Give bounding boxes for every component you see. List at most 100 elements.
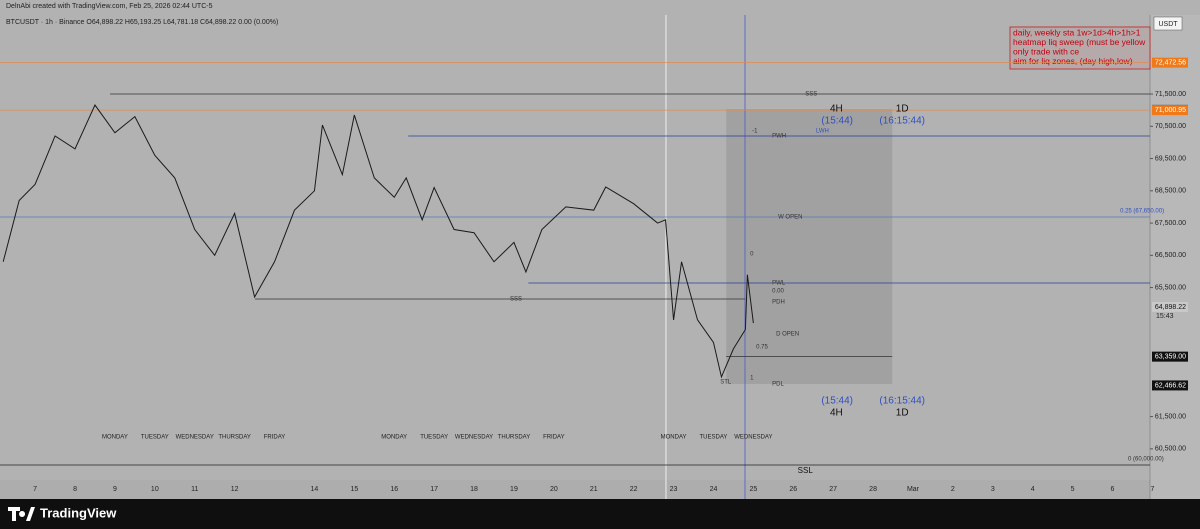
liquidity-zone	[726, 109, 893, 384]
x-tick-label: 6	[1111, 486, 1115, 493]
x-tick-label: 10	[151, 486, 159, 493]
x-tick-label: 25	[749, 486, 757, 493]
x-tick-label: 22	[630, 486, 638, 493]
annotation: (15:44)	[821, 396, 853, 407]
brand: TradingView	[40, 505, 117, 520]
currency-button[interactable]	[1153, 16, 1183, 31]
annotation: SSS	[805, 92, 817, 98]
x-tick-label: 26	[789, 486, 797, 493]
x-tick-label: 8	[73, 486, 77, 493]
brand-logo	[8, 507, 35, 521]
weekday-label: FRIDAY	[264, 435, 286, 441]
countdown: 15:43	[1156, 313, 1174, 320]
weekday-label: WEDNESDAY	[455, 435, 493, 441]
symbol-info: BTCUSDT · 1h · Binance O64,898.22 H65,19…	[6, 19, 278, 26]
x-tick-label: 3	[991, 486, 995, 493]
note-line: daily, weekly sta 1w>1d>4h>1h>1	[1013, 27, 1141, 37]
x-tick-label: 11	[191, 486, 198, 493]
price-label: 72,472.56	[1155, 60, 1186, 67]
annotation: 1	[750, 376, 754, 382]
price-label-box	[1152, 351, 1188, 362]
annotation: PWL	[772, 281, 786, 287]
note-line: heatmap liq sweep (must be yellow	[1013, 37, 1146, 47]
x-tick-label: Mar	[907, 486, 920, 493]
watermark: DelnAbi created with TradingView.com, Fe…	[6, 3, 213, 10]
x-tick-label: 24	[710, 486, 718, 493]
price-label-box	[1152, 105, 1188, 116]
price-label: 63,359.00	[1155, 353, 1186, 360]
weekday-label: MONDAY	[381, 435, 407, 441]
x-tick-label: 17	[430, 486, 438, 493]
price-line	[2, 104, 754, 379]
x-tick-label: 27	[829, 486, 837, 493]
x-tick-label: 9	[113, 486, 117, 493]
x-tick-label: 19	[510, 486, 518, 493]
y-tick-label: 69,500.00	[1155, 155, 1186, 162]
x-tick-label: 14	[311, 486, 319, 493]
weekday-label: TUESDAY	[141, 435, 169, 441]
annotation: 0.00	[772, 289, 784, 295]
y-tick-label: 71,500.00	[1155, 91, 1186, 98]
price-label: 71,000.95	[1155, 107, 1186, 114]
notes-frame	[1009, 26, 1151, 70]
x-tick-label: 12	[231, 486, 239, 493]
note-line: aim for liq zones, (day high,low)	[1013, 56, 1133, 66]
annotation: PWH	[772, 134, 786, 140]
x-tick-label: 16	[390, 486, 398, 493]
annotation: 0.75	[756, 345, 768, 351]
weekday-label: TUESDAY	[420, 435, 448, 441]
x-tick-label: 5	[1071, 486, 1075, 493]
footer	[0, 499, 1200, 529]
x-tick-label: 15	[350, 486, 358, 493]
annotation: SSS	[510, 297, 522, 303]
annotation: PDH	[772, 300, 785, 306]
time-axis	[0, 480, 1150, 499]
weekday-label: MONDAY	[102, 435, 128, 441]
annotation: PDL	[772, 382, 784, 388]
annotation: LWH	[816, 129, 829, 135]
x-tick-label: 23	[670, 486, 678, 493]
price-label-box	[1152, 380, 1188, 391]
x-tick-label: 4	[1031, 486, 1035, 493]
annotation: (16:15:44)	[879, 116, 925, 127]
annotation: 4H	[830, 408, 843, 419]
annotation: SSL	[798, 466, 814, 475]
weekday-label: WEDNESDAY	[734, 435, 772, 441]
weekday-label: THURSDAY	[498, 435, 531, 441]
annotation: 1D	[896, 104, 909, 115]
y-tick-label: 67,500.00	[1155, 220, 1186, 227]
x-tick-label: 2	[951, 486, 955, 493]
annotation: -1	[752, 129, 758, 135]
x-tick-label: 20	[550, 486, 558, 493]
annotation: 1D	[896, 408, 909, 419]
x-tick-label: 18	[470, 486, 478, 493]
price-axis	[1150, 15, 1200, 499]
y-tick-label: 70,500.00	[1155, 123, 1186, 130]
annotation: (15:44)	[821, 116, 853, 127]
annotation: STL	[720, 380, 732, 386]
weekday-label: TUESDAY	[700, 435, 728, 441]
annotation: 0.25 (67,650.00)	[1120, 209, 1164, 215]
annotation: 4H	[830, 104, 843, 115]
currency[interactable]: USDT	[1158, 21, 1178, 28]
x-tick-label: 7	[33, 486, 37, 493]
annotation: D OPEN	[776, 332, 799, 338]
annotation: (16:15:44)	[879, 396, 925, 407]
y-tick-label: 61,500.00	[1155, 413, 1186, 420]
annotation: 0 (60,000.00)	[1128, 457, 1164, 463]
y-tick-label: 65,500.00	[1155, 284, 1186, 291]
weekday-label: FRIDAY	[543, 435, 565, 441]
annotation: W OPEN	[778, 215, 802, 221]
price-label: 64,898.22	[1155, 304, 1186, 311]
weekday-label: MONDAY	[661, 435, 687, 441]
chart-background	[0, 0, 1200, 499]
price-label-box	[1152, 57, 1188, 68]
weekday-label: THURSDAY	[218, 435, 251, 441]
note-line: only trade with ce	[1013, 46, 1079, 56]
y-tick-label: 66,500.00	[1155, 252, 1186, 259]
y-tick-label: 68,500.00	[1155, 188, 1186, 195]
y-tick-label: 60,500.00	[1155, 446, 1186, 453]
price-label: 62,466.62	[1155, 382, 1186, 389]
